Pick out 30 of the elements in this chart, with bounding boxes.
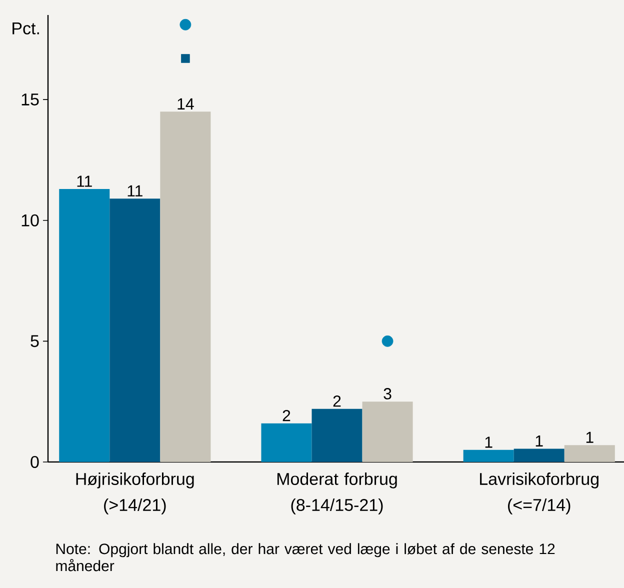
text: Note: Opgjort blandt alle, der har været ved læge i løbet af de seneste 12 måneder [56,543,555,572]
bar [110,198,160,462]
y-tick-label: 5 [30,335,39,348]
x-tick-label: Moderat forbrug (8-14/15-21) [277,472,397,514]
data-label: 2 [282,410,290,422]
bar [261,423,312,462]
data-label: 3 [384,388,392,400]
bar [312,408,362,462]
bar [160,112,211,462]
y-tick-label: 10 [22,214,39,226]
bar [59,188,110,462]
bar [514,448,564,462]
bar [564,445,615,462]
data-label: 1 [586,432,594,443]
y-axis-title: Pct. [12,22,39,34]
x-tick-label: Højrisikoforbrug (>14/21) [76,472,194,514]
data-label: 11 [77,176,92,187]
data-label: 2 [333,395,341,407]
y-tick-label: 0 [30,456,39,468]
data-label: 1 [485,436,492,448]
point [181,54,190,63]
x-tick-label: Lavrisikoforbrug (<=7/14) [480,472,598,514]
point [180,18,192,30]
data-label: 14 [178,98,194,110]
data-label: 11 [128,185,142,196]
data-label: 1 [536,435,543,446]
y-tick-label: 15 [22,94,39,106]
bar [362,402,413,462]
point [382,335,394,347]
bar [463,450,514,462]
